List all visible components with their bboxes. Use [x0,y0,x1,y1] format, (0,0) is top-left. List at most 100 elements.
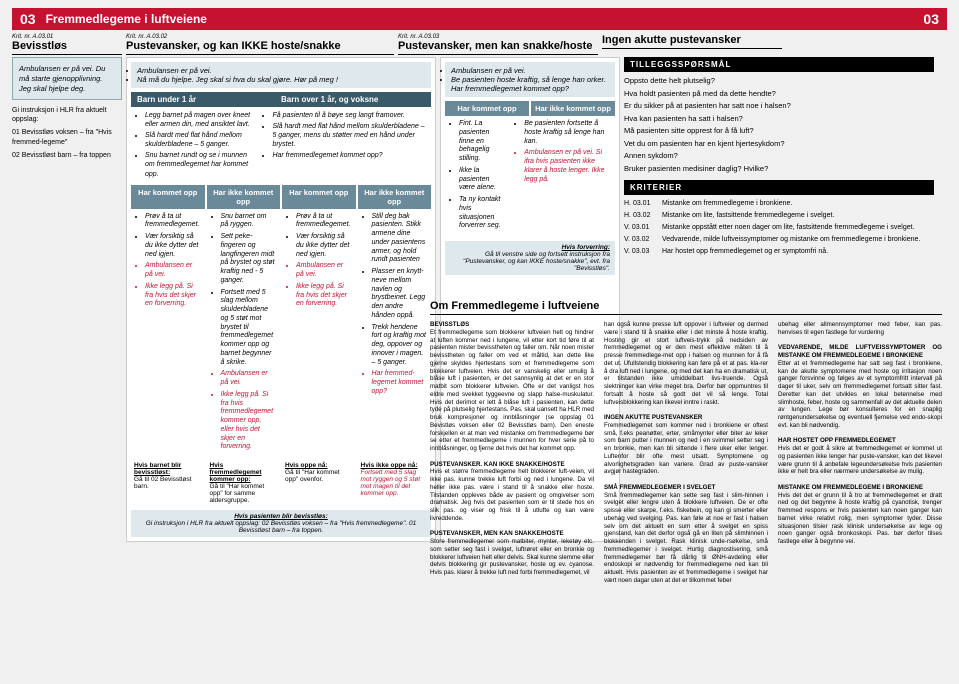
col3-top: Ambulansen er på vei. Be pasienten hoste… [445,62,615,97]
c3a11: Ikke la pasienten være alene. [459,167,502,193]
br2: Har fremmedlegemet kommet opp? [272,151,427,160]
a1-0: Prøv å ta ut fremmedlegemet. [145,213,201,231]
c3a10: Fint. La pasienten finne en behagelig st… [459,120,502,164]
c3s1: Har kommet opp [445,101,529,116]
q1: Hva holdt pasienten på med da dette hend… [624,89,934,100]
cc3: V. 03.02 [624,235,662,244]
f3b: Fortsett med 5 slag mot ryggen og 5 støt… [361,469,421,497]
crit-list: H. 03.01Mistanke om fremmedlegeme i bron… [624,199,934,256]
ct4: Har hostet opp fremmedlegemet og er symp… [662,247,828,256]
side-instr-2: 02 Bevisstløst barn – fra toppen [12,151,122,160]
omp8: Etter at et fremmedlegeme har satt seg f… [778,360,942,429]
bl1: Slå hardt med flat hånd mellom skulderbl… [145,131,250,149]
bl0: Legg barnet på magen over kneet eller ar… [145,111,250,129]
cat-3: Ingen akutte pustevansker [602,34,782,49]
a3-3: Ikke legg på. Si fra hvis det skjer en f… [296,283,352,309]
omp7: ubehag eller allmennsymptomer med feber,… [778,321,942,336]
ct1: Mistanke om lite, fastsittende fremmedle… [662,211,834,220]
foot1: Hvis barnet blir bevisstløst: Gå til 02 … [131,459,205,507]
sl1: Har kommet opp [131,185,205,209]
col2-top: Ambulansen er på vei. Nå må du hjelpe. J… [131,62,431,88]
bl2: Snu barnet rundt og se i munnen om fremm… [145,151,250,178]
ct2: Mistanke oppstått etter noen dager om li… [662,223,915,232]
omp9: Hvis det er godt å sikre at fremmedlegem… [778,445,942,475]
omp4: han også kunne presse luft oppover i luf… [604,321,768,406]
f1t: Hvis barnet blir bevisstløst: [134,462,181,476]
header-bar: 03 Fremmedlegeme i luftveiene 03 [12,8,947,30]
a1-3: Ikke legg på. Si fra hvis det skjer en f… [145,283,201,309]
sr2: Har ikke kommet opp [358,185,432,209]
sr1: Har kommet opp [282,185,356,209]
q4: Må pasienten sitte opprest for å få luft… [624,126,934,137]
c3ft: Hvis forverring: [562,244,610,251]
cat-1: Pustevansker, og kan IKKE hoste/snakke [126,40,394,55]
q0: Oppsto dette helt plutselig? [624,76,934,87]
side-instr-1: 01 Bevisstløs voksen – fra "Hvis fremmed… [12,128,122,146]
omp5: Fremmedlegemet som kommer ned i bronkien… [604,422,768,476]
q5: Vet du om pasienten har en kjent hjertes… [624,139,934,150]
q7: Bruker pasienten medisiner daglig? Hvilk… [624,164,934,175]
omh8: Mistanke om fremmedlegeme i bronkiene [778,484,923,491]
cc0: H. 03.01 [624,199,662,208]
f3bt: Hvis ikke oppe nå: [361,462,418,469]
col2-br: Få pasienten til å bøye seg langt framov… [258,107,431,185]
c3a1: Fint. La pasienten finne en behagelig st… [445,116,506,238]
c3a12: Ta ny kontakt hvis situasjonen forverrer… [459,196,502,231]
c3a20: Be pasienten fortsette å hoste kraftig s… [524,120,611,146]
category-row: Krit. nr. A.03.01 Bevisstløs Krit. nr. A… [12,34,947,55]
a4-1: Plasser en knytt-neve mellom navlen og b… [372,268,428,321]
omh6: Vedvarende, milde luftveissymptomer og m… [778,344,942,359]
a2: Snu barnet om på ryggen. Sett peke-finge… [207,209,281,460]
band-r: Barn over 1 år, og voksne [281,95,425,104]
c3f: Gå til venstre side og fortsett instruks… [463,251,610,272]
a3-0: Prøv å ta ut fremmedlegemet. [296,213,352,231]
q6: Annen sykdom? [624,151,934,162]
br0: Få pasienten til å bøye seg langt framov… [272,111,427,120]
c2-top1: Ambulansen er på vei. [137,66,425,75]
a2-1: Sett peke-fingeren og langfingeren midt … [221,233,277,286]
sidebar: Ambulansen er på vei. Du må starte gjeno… [12,57,122,542]
page: 03 Fremmedlegeme i luftveiene 03 Krit. n… [0,0,959,684]
a1-2: Ambulansen er på vei. [145,262,201,280]
foot3b: Hvis ikke oppe nå: Fortsett med 5 slag m… [358,459,432,507]
c3s2: Har ikke kommet opp [531,101,615,116]
cc1: H. 03.02 [624,211,662,220]
header-title: Fremmedlegeme i luftveiene [46,12,207,26]
cbt: Hvis pasienten blir bevisstløs: [234,513,328,520]
omp3: Store fremmedlegemer som matbiter, mynte… [430,538,594,576]
f3a: Gå til "Har kommet opp" ovenfor. [285,469,340,483]
col2-bottom: Hvis pasienten blir bevisstløs: Gi instr… [131,510,431,537]
ct0: Mistanke om fremmedlegeme i bronkiene. [662,199,792,208]
a1: Prøv å ta ut fremmedlegemet. Vær forsikt… [131,209,205,460]
omp1: Et fremmedlegeme som blokkerer luftveien… [430,329,594,452]
omh4: INGEN AKUTTE PUSTEVANSKER [604,414,702,421]
omh7: Har hostet opp fremmedlegemet [778,437,896,444]
om-c1: BEVISSTLØS Et fremmedlegeme som blokkere… [430,321,594,585]
flow-col-2: Ambulansen er på vei. Nå må du hjelpe. J… [126,57,436,542]
a1-1: Vær forsiktig så du ikke dytter det ned … [145,233,201,259]
omh2: PUSTEVANSKER. KAN IKKE SNAKKE/HOSTE [430,461,565,468]
side-instr-head: Gi instruksjon i HLR fra aktuelt oppslag… [12,106,122,124]
omp2: Hvis et større fremmedlegeme helt blokke… [430,468,594,522]
om-title: Om Fremmedlegeme i luftveiene [430,300,942,315]
a3-2: Ambulansen er på vei. [296,262,352,280]
a4-3: Har fremmed-legemet kommet opp? [372,370,428,396]
a4: Still deg bak pasienten. Stikk armene di… [358,209,432,460]
c3foot: Hvis forverring: Gå til venstre side og … [445,241,615,275]
cc4: V. 03.03 [624,247,662,256]
cc2: V. 03.01 [624,223,662,232]
om-body: BEVISSTLØS Et fremmedlegeme som blokkere… [430,321,942,585]
a2-3: Ambulansen er på vei. [221,370,277,388]
cat-2: Pustevansker, men kan snakke/hoste [398,40,598,55]
foot3a: Hvis oppe nå: Gå til "Har kommet opp" ov… [282,459,356,507]
header-num-right: 03 [923,11,939,27]
header-num-left: 03 [20,11,36,27]
q2: Er du sikker på at pasienten har satt no… [624,101,934,112]
c3a21: Ambulansen er på vei. Si ifra hvis pasie… [524,149,611,184]
side-box: Ambulansen er på vei. Du må starte gjeno… [12,57,122,100]
col2-bl: Legg barnet på magen over kneet eller ar… [131,107,254,185]
sl2: Har ikke kommet opp [207,185,281,209]
f2: Gå til "Har kommet opp" for samme alders… [210,483,265,504]
a2-0: Snu barnet om på ryggen. [221,213,277,231]
omh1: BEVISSTLØS [430,321,469,328]
